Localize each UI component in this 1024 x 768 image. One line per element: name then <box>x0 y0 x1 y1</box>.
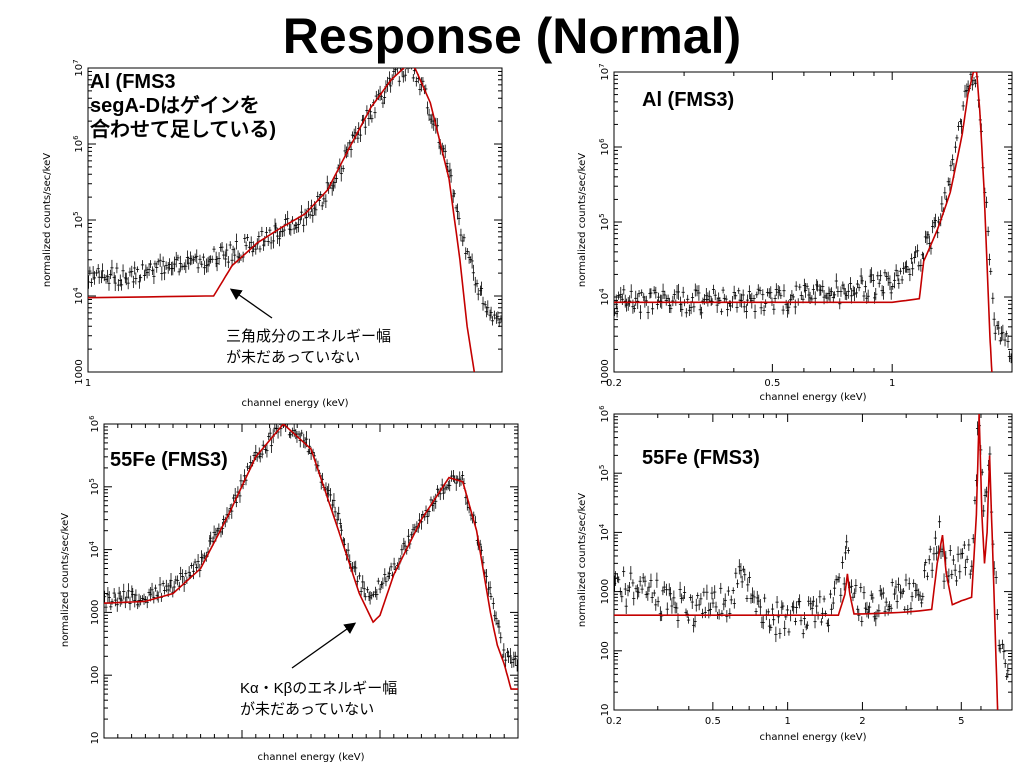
arrow-triangle <box>229 288 273 319</box>
model-curve <box>614 72 993 372</box>
tick-label: 104 <box>598 523 611 541</box>
tick-label: 104 <box>598 288 611 306</box>
annotation-al-fms3: Al (FMS3) <box>642 89 735 111</box>
x-axis: 1 <box>85 68 91 389</box>
model-curve <box>614 414 999 710</box>
annotation-line: segA-Dはゲインを <box>90 95 260 117</box>
chart-al-sega-d: 1000 104 105 106 107 1 channel energy (keV) nor… <box>42 59 503 409</box>
tick-label: 105 <box>598 465 611 482</box>
tick-label: 10 <box>90 732 101 745</box>
model-line <box>88 68 476 372</box>
tick-label: 100 <box>90 666 101 685</box>
tick-label: 10 <box>600 704 611 717</box>
tick-label: 104 <box>88 540 101 558</box>
tick-label: 106 <box>598 138 611 156</box>
y-axis-label: normalized counts/sec/keV <box>577 493 588 627</box>
tick-label: 107 <box>72 59 85 76</box>
tick-label: 0.2 <box>606 378 622 389</box>
x-axis-label: channel energy (keV) <box>759 392 866 403</box>
model-curve <box>104 424 518 690</box>
x-axis: 0.2 0.5 1 2 5 <box>606 414 1013 727</box>
y-axis: 10 100 1000 104 105 106 <box>88 415 518 745</box>
model-curve <box>88 68 476 372</box>
x-axis <box>103 424 519 738</box>
tick-label: 106 <box>72 135 85 153</box>
y-axis: 1000 104 105 106 107 <box>72 59 502 385</box>
annotation-fe55-fms3: 55Fe (FMS3) <box>642 447 760 469</box>
arrow-kalpha-kbeta <box>291 622 357 669</box>
y-axis-label: normalized counts/sec/keV <box>577 153 588 287</box>
tick-label: 5 <box>958 716 964 727</box>
tick-label: 107 <box>598 63 611 80</box>
note-triangle-component: 三角成分のエネルギー幅 が未だあっていない <box>226 326 391 368</box>
note-line: が未だあっていない <box>226 349 361 366</box>
y-axis-label: normalized counts/sec/keV <box>42 153 53 287</box>
x-axis: 0.2 0.5 1 <box>606 72 1013 389</box>
tick-label: 0.2 <box>606 716 622 727</box>
tick-label: 0.5 <box>705 716 721 727</box>
data-points <box>88 68 502 328</box>
plot-frame <box>613 413 1013 711</box>
annotation-line: 合わせて足している) <box>90 119 277 141</box>
tick-label: 106 <box>88 415 101 433</box>
tick-label: 0.5 <box>764 378 780 389</box>
y-axis-label: normalized counts/sec/keV <box>60 513 71 647</box>
x-axis-label: channel energy (keV) <box>241 398 348 409</box>
tick-label: 100 <box>600 641 611 660</box>
note-line: Kα・Kβのエネルギー幅 <box>240 680 398 697</box>
x-axis-label: channel energy (keV) <box>759 732 866 743</box>
chart-fe55-sega-d: 10 100 1000 104 105 106 channel energy (keV) no… <box>60 415 519 763</box>
tick-label: 1 <box>784 716 790 727</box>
tick-label: 105 <box>72 211 85 228</box>
y-axis: 10 100 1000 104 105 106 <box>598 405 1012 717</box>
y-axis: 1000 104 105 106 107 <box>598 63 1012 385</box>
x-axis-label: channel energy (keV) <box>257 752 364 763</box>
note-line: 三角成分のエネルギー幅 <box>226 328 392 345</box>
annotation-fe55-sega-d: 55Fe (FMS3) <box>110 449 228 471</box>
tick-label: 2 <box>859 716 865 727</box>
tick-label: 105 <box>88 478 101 495</box>
tick-label: 104 <box>72 287 85 305</box>
note-line: が未だあっていない <box>240 701 375 718</box>
model-line <box>614 72 993 372</box>
tick-label: 1000 <box>90 600 101 625</box>
tick-label: 105 <box>598 213 611 230</box>
chart-al-fms3: 1000 104 105 106 107 0.2 0.5 1 channel energy (k… <box>577 63 1013 403</box>
annotation-al-sega-d: Al (FMS3 segA-Dはゲインを 合わせて足している) <box>90 70 276 142</box>
model-line <box>104 424 518 690</box>
tick-label: 1000 <box>600 579 611 604</box>
model-line <box>614 414 999 710</box>
slide-title: Response (Normal) <box>282 8 742 64</box>
tick-label: 1000 <box>600 359 611 384</box>
chart-fe55-fms3: 10 100 1000 104 105 106 0.2 0.5 1 2 5 channel energ… <box>577 405 1013 743</box>
tick-label: 1 <box>889 378 895 389</box>
note-kalpha-kbeta: Kα・Kβのエネルギー幅 が未だあっていない <box>240 678 397 720</box>
tick-label: 1000 <box>74 359 85 384</box>
tick-label: 1 <box>85 378 91 389</box>
tick-label: 106 <box>598 405 611 423</box>
annotation-line: Al (FMS3 <box>90 71 176 93</box>
